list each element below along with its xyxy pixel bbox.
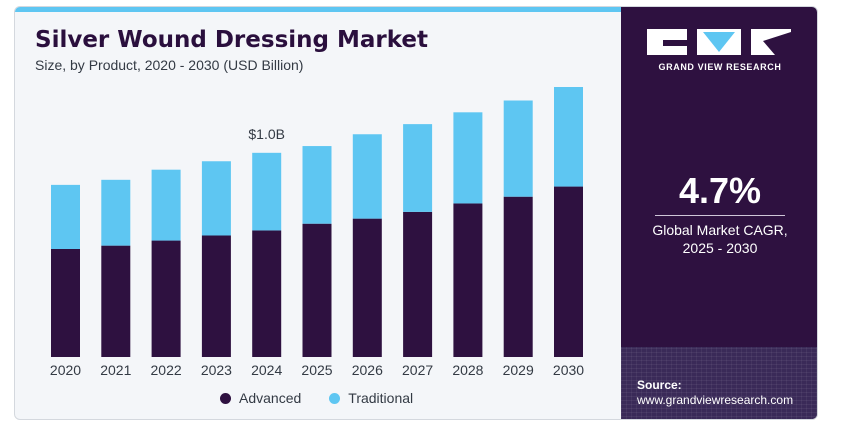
legend-item-traditional: Traditional bbox=[329, 390, 413, 406]
bar-advanced-2023 bbox=[201, 235, 231, 357]
bar-advanced-2027 bbox=[403, 211, 433, 357]
bar-advanced-2026 bbox=[352, 218, 382, 357]
x-tick-label-2025: 2025 bbox=[301, 362, 332, 378]
source-label: Source: bbox=[637, 378, 682, 392]
source-note: Source: www.grandviewresearch.com bbox=[637, 378, 793, 408]
bar-traditional-2023 bbox=[201, 161, 231, 236]
x-tick-label-2023: 2023 bbox=[201, 362, 232, 378]
source-url: www.grandviewresearch.com bbox=[637, 393, 794, 407]
sidebar-panel: GRAND VIEW RESEARCH 4.7% Global Market C… bbox=[621, 7, 817, 419]
bar-advanced-2021 bbox=[101, 245, 131, 357]
x-tick-label-2028: 2028 bbox=[452, 362, 483, 378]
x-tick-label-2026: 2026 bbox=[352, 362, 383, 378]
bar-traditional-2020 bbox=[51, 184, 80, 249]
cagr-divider bbox=[655, 215, 785, 216]
bar-chart: 2020 2021 2022 2023 2024 $1.0B 2025 2026 2027 202… bbox=[50, 87, 584, 378]
bar-traditional-2029 bbox=[503, 100, 533, 197]
bar-traditional-2030 bbox=[554, 87, 583, 187]
cagr-label-line2: 2025 - 2030 bbox=[682, 240, 758, 256]
bar-advanced-2028 bbox=[453, 203, 483, 357]
data-label-2024: $1.0B bbox=[248, 126, 285, 142]
grand-view-research-logo bbox=[647, 29, 791, 55]
bar-traditional-2021 bbox=[101, 179, 131, 246]
x-tick-label-2024: 2024 bbox=[251, 362, 282, 378]
chart-legend: Advanced Traditional bbox=[220, 390, 413, 406]
x-tick-label-2030: 2030 bbox=[553, 362, 584, 378]
x-tick-label-2022: 2022 bbox=[151, 362, 182, 378]
x-tick-label-2027: 2027 bbox=[402, 362, 433, 378]
brand-name: GRAND VIEW RESEARCH bbox=[658, 62, 782, 72]
bar-advanced-2029 bbox=[503, 196, 533, 357]
bar-traditional-2024 bbox=[252, 152, 282, 231]
x-tick-label-2029: 2029 bbox=[503, 362, 534, 378]
cagr-label: Global Market CAGR, 2025 - 2030 bbox=[621, 221, 817, 257]
legend-label-traditional: Traditional bbox=[348, 390, 414, 406]
bar-traditional-2025 bbox=[302, 146, 332, 224]
legend-label-advanced: Advanced bbox=[239, 390, 302, 406]
x-tick-label-2020: 2020 bbox=[50, 362, 81, 378]
bar-advanced-2022 bbox=[151, 240, 181, 357]
cagr-value: 4.7% bbox=[678, 170, 762, 211]
legend-swatch-advanced bbox=[220, 392, 231, 404]
bar-traditional-2027 bbox=[403, 124, 433, 212]
cagr-label-line1: Global Market CAGR, bbox=[652, 222, 788, 238]
bar-advanced-2024 bbox=[252, 230, 282, 357]
bar-traditional-2022 bbox=[151, 169, 181, 241]
decorative-pattern bbox=[621, 347, 817, 419]
bar-advanced-2025 bbox=[302, 223, 332, 357]
bar-advanced-2020 bbox=[51, 249, 80, 357]
bar-traditional-2026 bbox=[352, 134, 382, 219]
chart-subtitle: Size, by Product, 2020 - 2030 (USD Billi… bbox=[35, 57, 304, 73]
legend-swatch-traditional bbox=[329, 392, 341, 404]
infographic-card: Silver Wound Dressing Market Size, by Pr… bbox=[14, 6, 818, 420]
legend-item-advanced: Advanced bbox=[220, 390, 301, 406]
x-tick-label-2021: 2021 bbox=[100, 362, 131, 378]
bar-advanced-2030 bbox=[554, 186, 583, 357]
accent-bar bbox=[15, 7, 621, 12]
bar-traditional-2028 bbox=[453, 112, 483, 204]
chart-title: Silver Wound Dressing Market bbox=[35, 27, 429, 53]
